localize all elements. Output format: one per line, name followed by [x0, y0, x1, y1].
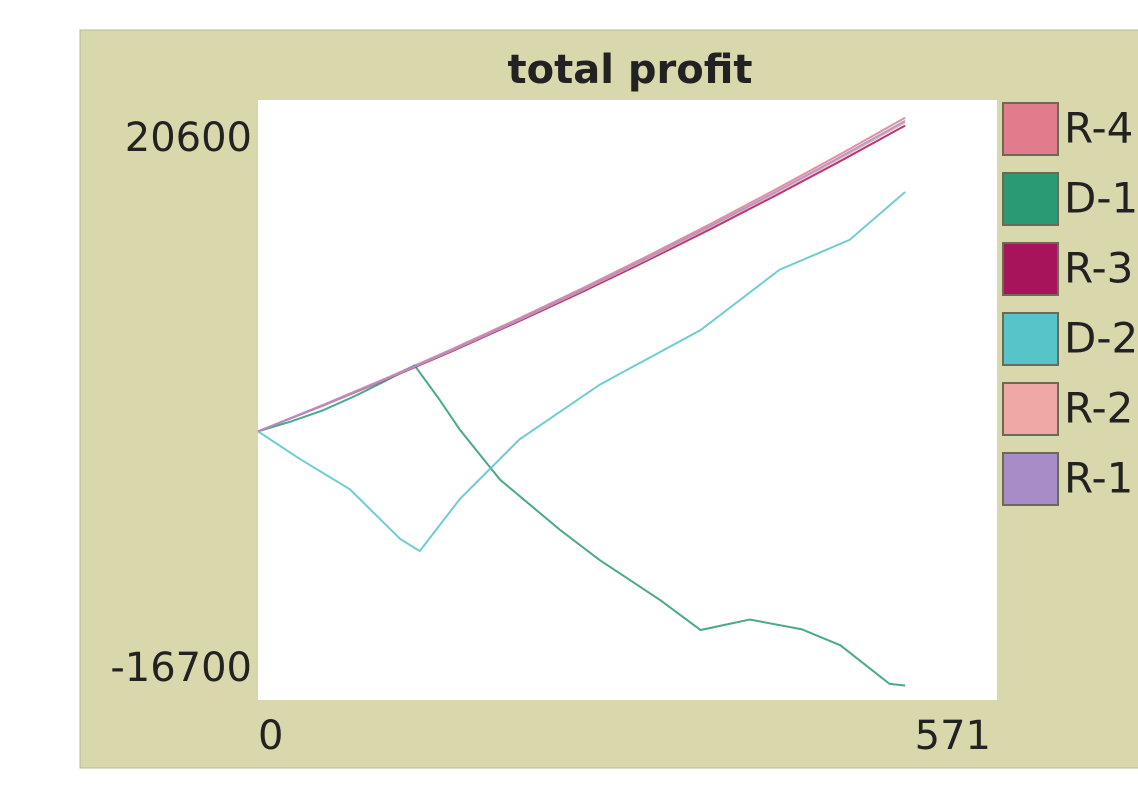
- legend-label: R-1: [1064, 454, 1133, 503]
- plot-area: [258, 100, 997, 700]
- legend-swatch: [1002, 452, 1059, 506]
- x-tick-label: 571: [915, 713, 991, 759]
- legend-label: D-2: [1064, 314, 1138, 363]
- legend-label: R-2: [1064, 384, 1133, 433]
- legend-label: D-1: [1064, 174, 1138, 223]
- data-line: [257, 191, 906, 553]
- legend-swatch: [1002, 172, 1059, 226]
- chart-title: total profit: [508, 47, 753, 93]
- y-tick-label: -16700: [110, 645, 252, 691]
- legend-swatch: [1002, 312, 1059, 366]
- legend-swatch: [1002, 102, 1059, 156]
- y-tick-label: 20600: [125, 115, 252, 161]
- legend-swatch: [1002, 382, 1059, 436]
- legend-label: R-3: [1064, 244, 1133, 293]
- legend-swatch: [1002, 242, 1059, 296]
- x-tick-label: 0: [258, 713, 283, 759]
- data-line: [257, 364, 906, 687]
- legend-label: R-4: [1064, 104, 1133, 153]
- data-line: [257, 119, 906, 433]
